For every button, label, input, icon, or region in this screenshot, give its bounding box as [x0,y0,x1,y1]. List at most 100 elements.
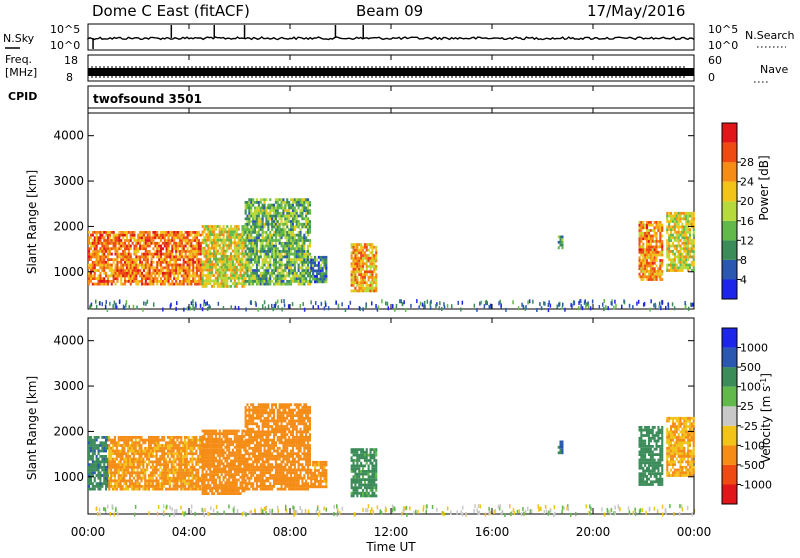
range-cell [221,438,223,441]
range-cell [98,471,100,474]
range-cell [99,461,101,464]
range-cell [99,272,101,275]
range-cell [192,480,194,483]
range-cell [88,488,90,491]
range-cell [223,250,225,253]
range-cell [113,269,115,272]
range-cell [260,277,262,280]
range-cell [275,250,277,253]
range-cell [639,229,641,232]
range-cell [226,225,228,228]
range-cell [316,270,318,273]
range-cell [185,277,187,280]
range-cell [178,477,180,480]
range-cell [252,231,254,234]
range-cell [209,430,211,433]
range-cell [300,253,302,256]
range-cell [90,458,92,461]
range-cell [312,259,314,262]
range-cell [217,449,219,452]
range-cell [294,215,296,218]
range-cell [194,250,196,253]
range-cell [90,242,92,245]
range-cell [639,224,641,227]
ground-scatter-cell [614,300,616,304]
range-cell [120,463,122,466]
ground-scatter-cell [292,302,294,306]
range-cell [197,474,199,477]
range-cell [156,477,158,480]
range-cell [219,446,221,449]
range-cell [105,458,107,461]
range-cell [147,245,149,248]
range-cell [298,198,300,201]
range-cell [358,273,360,276]
range-cell [676,220,678,223]
range-cell [260,198,262,201]
range-cell [168,256,170,259]
range-cell [676,245,678,248]
range-cell [99,280,101,283]
range-cell [305,207,307,210]
range-cell [356,279,358,282]
range-cell [105,231,107,234]
range-cell [178,441,180,444]
range-cell [271,239,273,242]
range-cell [226,470,228,473]
range-cell [146,469,148,472]
range-cell [254,236,256,239]
range-cell [656,270,658,273]
range-cell [644,251,646,254]
range-cell [650,248,652,251]
range-cell [652,240,654,243]
range-cell [139,474,141,477]
range-cell [232,228,234,231]
range-cell [118,441,120,444]
range-cell [168,239,170,242]
range-cell [219,258,221,261]
range-cell [109,231,111,234]
range-cell [284,275,286,278]
range-cell [124,258,126,261]
range-cell [196,247,198,250]
range-cell [301,217,303,220]
range-cell [158,275,160,278]
range-cell [314,280,316,283]
range-cell [154,450,156,453]
range-cell [141,280,143,283]
range-cell [238,241,240,244]
range-cell [149,269,151,272]
range-cell [115,239,117,242]
range-cell [200,253,202,256]
range-cell [116,458,118,461]
range-cell [213,470,215,473]
range-cell [129,477,131,480]
range-cell [267,215,269,218]
range-cell [147,277,149,280]
range-cell [217,250,219,253]
range-cell [108,471,110,474]
range-cell [211,465,213,468]
range-cell [303,280,305,283]
range-cell [300,204,302,207]
range-cell [186,450,188,453]
range-cell [356,260,358,263]
range-cell [286,264,288,267]
range-cell [187,269,189,272]
range-cell [115,234,117,237]
range-cell [177,234,179,237]
range-cell [177,236,179,239]
range-cell [168,275,170,278]
range-cell [250,247,252,250]
range-cell [358,257,360,260]
range-cell [152,480,154,483]
ground-scatter-cell [638,300,640,304]
range-cell [156,466,158,469]
range-cell [230,430,232,433]
range-cell [561,241,563,244]
range-cell [260,275,262,278]
range-cell [192,247,194,250]
range-cell [194,277,196,280]
range-cell [260,228,262,231]
range-cell [689,247,691,250]
